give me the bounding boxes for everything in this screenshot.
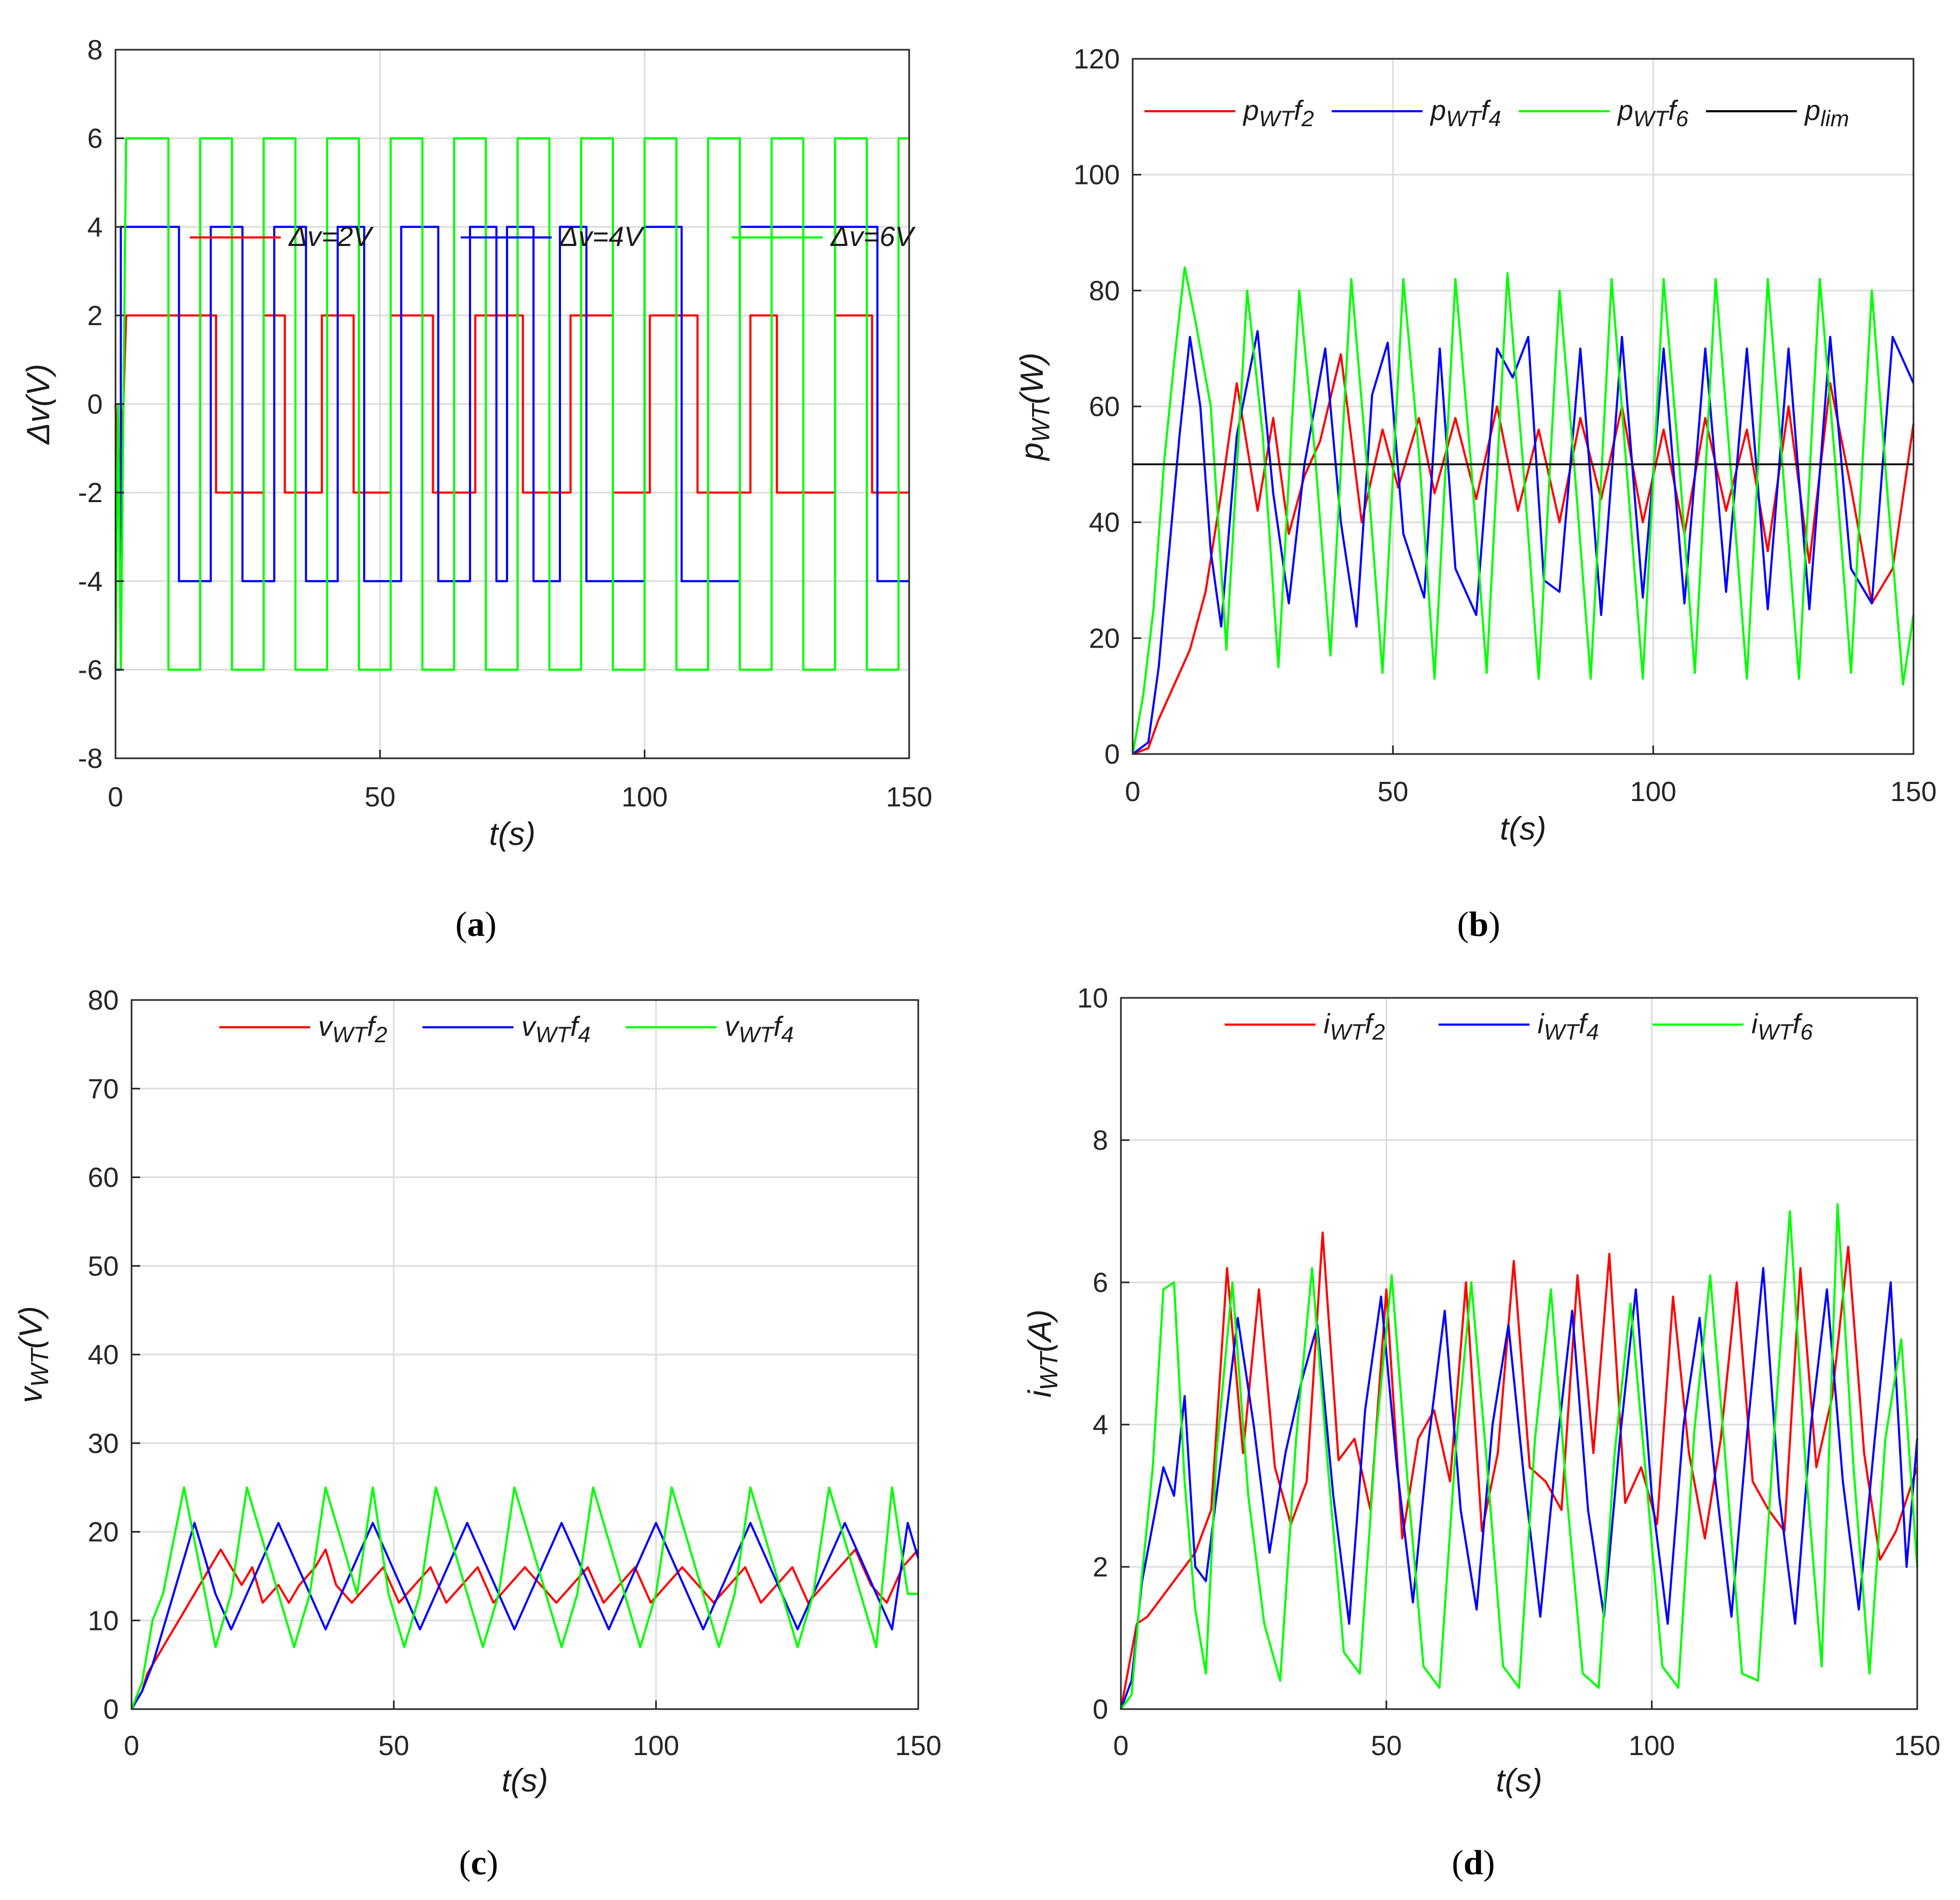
y-tick-label: 80 [88,985,119,1016]
y-tick-label: 6 [1093,1267,1108,1298]
x-tick-label: 50 [365,782,396,813]
y-tick-label: 70 [88,1074,119,1105]
legend-label: Δv=2V [288,221,374,252]
series-line-3 [130,1486,918,1710]
y-tick-label: 40 [1089,507,1120,539]
panel-c-chart: 0 50 100 150 0 10 20 30 40 50 60 70 80 t(s) vWT(V) vWTf… [13,985,941,1882]
y-tick-label: 60 [1089,391,1120,422]
x-tick-label: 100 [1630,776,1677,807]
y-tick-label: 8 [87,35,103,66]
legend-label: Δv=6V [829,221,916,252]
y-axis-label: iWT(A) [1022,1310,1063,1398]
y-tick-label: 0 [103,1694,119,1725]
x-axis-label: t(s) [1496,1763,1542,1798]
series-line-2 [1120,1267,1918,1710]
legend-label: vWTf4 [521,1011,590,1047]
y-tick-label: 40 [88,1340,119,1371]
legend-label: pWTf6 [1617,95,1689,131]
legend-label: Δv=4V [559,221,645,252]
series-line-3 [114,137,909,671]
x-tick-label: 150 [1890,776,1937,807]
y-tick-label: -6 [78,655,103,686]
x-tick-label: 50 [1378,776,1409,807]
y-tick-label: 2 [1093,1552,1108,1583]
y-tick-label: -8 [78,743,103,774]
y-tick-label: 0 [87,389,103,420]
y-tick-label: 2 [87,301,103,332]
x-tick-label: 0 [1125,776,1141,807]
y-tick-label: 10 [88,1605,119,1636]
y-tick-label: -4 [78,566,103,597]
y-tick-label: 50 [88,1251,119,1282]
x-axis-label: t(s) [502,1763,548,1798]
x-tick-label: 100 [1628,1730,1675,1761]
legend-label: iWTf2 [1324,1009,1385,1044]
legend-label: iWTf6 [1751,1009,1813,1044]
y-tick-label: 20 [88,1517,119,1548]
series-line-1 [114,314,909,494]
series-line-1 [1132,353,1915,755]
panel-d-chart: 0 50 100 150 0 2 4 6 8 10 t(s) iWT(A) iWTf2 iWTf4 iWTf… [1022,983,1940,1882]
y-tick-label: 4 [1093,1410,1108,1441]
x-tick-label: 50 [378,1730,409,1761]
y-axis-label: pWT(W) [1014,352,1055,461]
series-line-1 [1120,1231,1918,1710]
legend-label: vWTf4 [725,1011,794,1047]
y-tick-label: 6 [87,124,103,155]
series-line-3 [1132,266,1915,755]
x-tick-label: 150 [886,782,933,813]
legend-label: pWTf4 [1429,95,1501,131]
legend-label: plim [1804,95,1849,131]
y-tick-label: 60 [88,1163,119,1194]
y-tick-label: 30 [88,1428,119,1459]
y-tick-label: 20 [1089,623,1120,654]
axes-frame [1120,997,1918,1710]
legend-label: vWTf2 [318,1011,387,1047]
y-tick-label: 80 [1089,275,1120,306]
x-axis-label: t(s) [1500,811,1547,847]
x-tick-label: 100 [621,782,668,813]
panel-b-chart: 0 50 100 150 0 20 40 60 80 100 120 t(s) pWT(W) pWTf2 p… [1014,44,1936,944]
x-tick-label: 150 [1894,1730,1941,1761]
y-tick-label: 0 [1104,739,1120,770]
y-axis-label: Δv(V) [20,364,56,445]
y-tick-label: 120 [1073,44,1120,75]
x-tick-label: 100 [633,1730,679,1761]
x-tick-label: 0 [108,782,124,813]
y-tick-label: 0 [1093,1694,1108,1725]
x-tick-label: 0 [124,1730,140,1761]
panel-caption: (b) [1457,905,1501,944]
series-line-1 [130,1548,919,1710]
y-tick-label: 100 [1073,160,1120,191]
x-tick-label: 0 [1113,1730,1129,1761]
x-tick-label: 50 [1371,1730,1402,1761]
legend-label: iWTf4 [1538,1009,1599,1044]
y-tick-label: 8 [1093,1125,1108,1156]
y-tick-label: 10 [1077,983,1108,1014]
legend-label: pWTf2 [1242,95,1314,131]
panel-caption: (d) [1452,1843,1495,1882]
panel-a-chart: 0 50 100 150 -8 -6 -4 -2 0 2 4 6 8 t(s) Δv(V) Δv=2V Δv=4… [20,35,932,944]
panel-caption: (a) [456,905,497,944]
y-axis-label: vWT(V) [13,1306,53,1403]
x-axis-label: t(s) [489,816,536,852]
y-tick-label: -2 [78,478,103,509]
series-line-3 [1120,1203,1918,1710]
x-tick-label: 150 [895,1730,942,1761]
panel-caption: (c) [459,1843,498,1882]
y-tick-label: 4 [87,212,103,243]
